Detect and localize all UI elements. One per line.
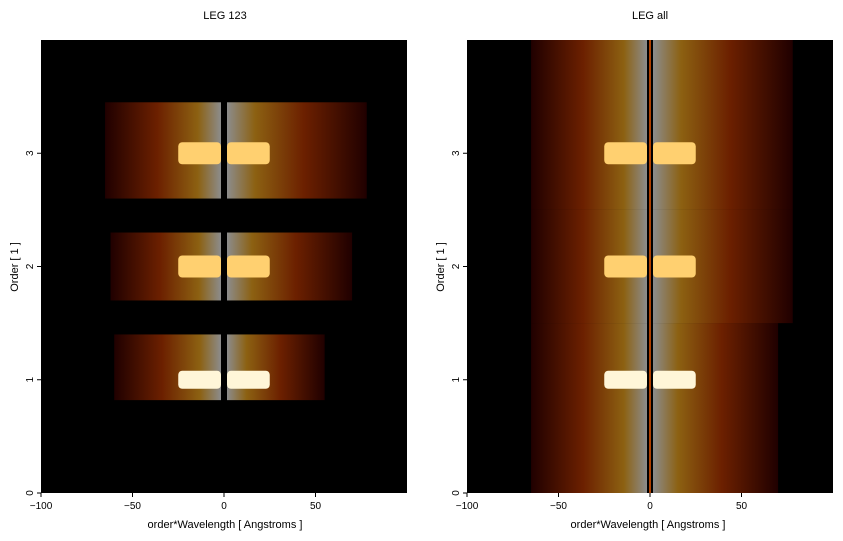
chart-panel-leg-all: LEG all −100 −50 0 50 0 1 2 3 order*Wavelength …: [435, 10, 833, 531]
y-axis-label: Order [ 1 ]: [435, 242, 447, 292]
x-tick-label: 0: [221, 501, 227, 512]
band-core-left-3: [178, 142, 221, 165]
band-core-left-2: [178, 255, 221, 278]
band-right-order-1: [653, 323, 779, 493]
band-core-left-1: [178, 370, 221, 389]
band-core-left-2: [604, 255, 647, 278]
y-tick-label: 0: [451, 490, 462, 496]
band-core-right-2: [227, 255, 270, 278]
band-core-right-3: [653, 142, 696, 165]
chart-panel-leg123: LEG 123 −100 −50 0 50 0 1 2 3 order*Wavelength …: [9, 10, 407, 531]
band-core-right-1: [227, 370, 270, 389]
band-left-order-1: [114, 334, 221, 401]
band-core-left-1: [604, 370, 647, 389]
x-tick-label: −100: [456, 501, 479, 512]
y-axis-label: Order [ 1 ]: [9, 242, 21, 292]
y-tick-label: 3: [451, 150, 462, 156]
band-right-order-3: [653, 40, 793, 210]
band-right-order-1: [227, 334, 325, 401]
y-tick-label: 2: [451, 263, 462, 269]
x-tick-label: 50: [736, 501, 748, 512]
band-core-right-2: [653, 255, 696, 278]
band-left-order-3: [531, 40, 647, 210]
band-core-right-3: [227, 142, 270, 165]
x-tick-label: −100: [30, 501, 53, 512]
y-tick-label: 1: [451, 377, 462, 383]
y-tick-label: 0: [25, 490, 36, 496]
x-tick-label: 50: [310, 501, 322, 512]
x-axis-label: order*Wavelength [ Angstroms ]: [571, 519, 726, 531]
x-axis-label: order*Wavelength [ Angstroms ]: [148, 519, 303, 531]
x-tick-label: −50: [550, 501, 567, 512]
axis-ticks: −100 −50 0 50 0 1 2 3: [451, 150, 747, 512]
band-core-left-3: [604, 142, 647, 165]
x-tick-label: 0: [647, 501, 653, 512]
y-tick-label: 3: [25, 150, 36, 156]
chart-title: LEG all: [632, 10, 668, 22]
band-left-order-1: [531, 323, 647, 493]
band-core-right-1: [653, 370, 696, 389]
heatmap-bands: [531, 40, 793, 493]
chart-title: LEG 123: [203, 10, 246, 22]
heatmap-bands: [105, 102, 367, 401]
y-tick-label: 1: [25, 377, 36, 383]
axis-ticks: −100 −50 0 50 0 1 2 3: [25, 150, 321, 512]
x-tick-label: −50: [124, 501, 141, 512]
y-tick-label: 2: [25, 263, 36, 269]
